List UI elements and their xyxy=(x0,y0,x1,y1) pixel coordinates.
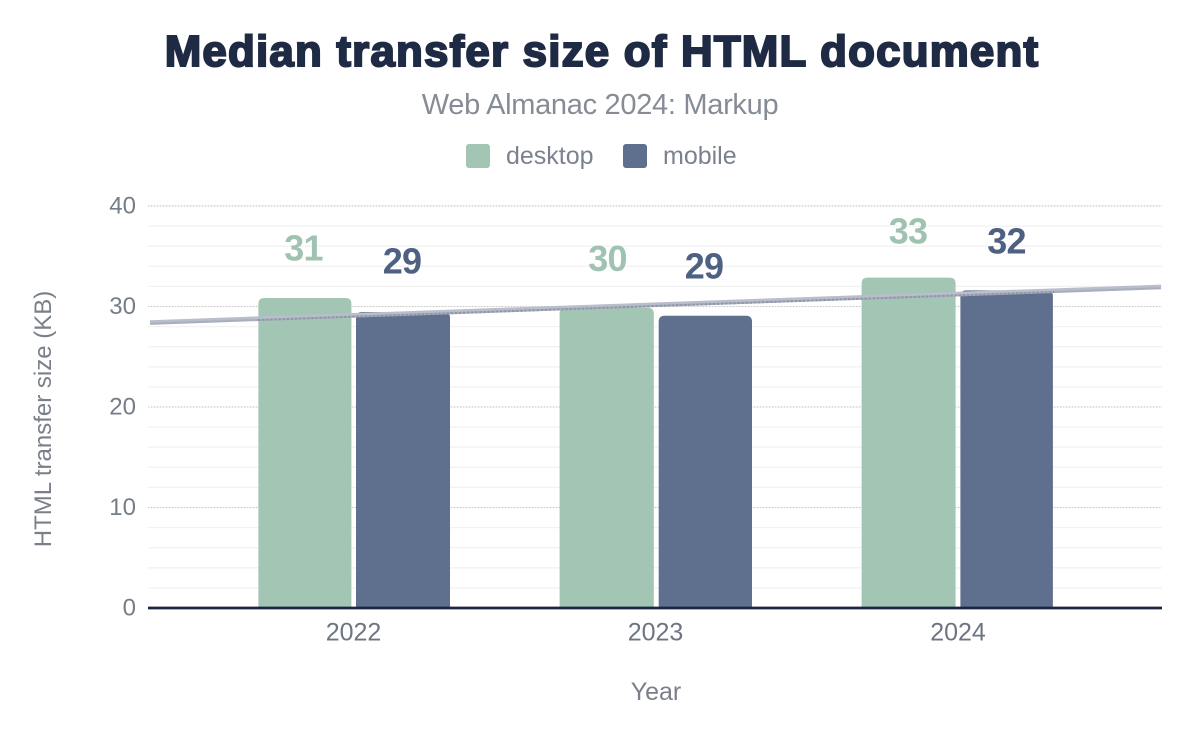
svg-text:HTML transfer size (KB): HTML transfer size (KB) xyxy=(30,291,57,548)
svg-text:2024: 2024 xyxy=(930,619,986,647)
svg-text:30: 30 xyxy=(109,293,136,320)
svg-text:2023: 2023 xyxy=(628,619,684,647)
svg-text:40: 40 xyxy=(109,192,136,219)
svg-text:0: 0 xyxy=(123,595,136,622)
svg-text:20: 20 xyxy=(109,394,136,421)
svg-text:Year: Year xyxy=(631,678,682,706)
svg-text:29: 29 xyxy=(383,241,421,282)
svg-text:31: 31 xyxy=(284,228,323,269)
svg-text:30: 30 xyxy=(588,238,626,279)
svg-text:2022: 2022 xyxy=(326,619,382,647)
svg-text:33: 33 xyxy=(889,211,927,252)
svg-text:10: 10 xyxy=(109,494,136,521)
svg-text:29: 29 xyxy=(685,246,723,287)
svg-text:32: 32 xyxy=(987,221,1025,262)
